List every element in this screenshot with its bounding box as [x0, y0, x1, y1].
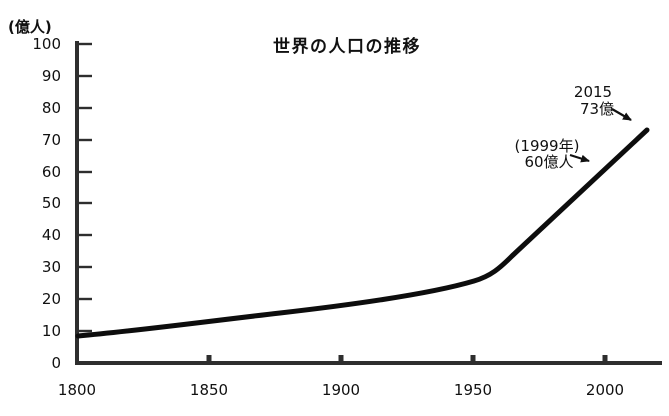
y-tick-label: 70	[42, 131, 61, 149]
annotation-1999-value: 60億人	[524, 153, 573, 171]
y-tick-marks	[79, 42, 92, 333]
chart-title: 世界の人口の推移	[273, 36, 421, 57]
y-tick-label: 0	[51, 354, 61, 372]
annotation-2015-value: 73億	[580, 100, 614, 118]
x-tick-marks	[206, 355, 608, 361]
y-tick-label: 50	[42, 194, 61, 212]
annotation-1999-year: (1999年)	[515, 137, 580, 155]
y-tick-label: 100	[32, 35, 61, 53]
y-tick-label: 90	[42, 67, 61, 85]
population-line	[75, 127, 650, 339]
x-tick-label: 1950	[454, 381, 492, 399]
x-tick-label: 1850	[190, 381, 228, 399]
x-tick-label: 2000	[586, 381, 624, 399]
y-tick-label: 10	[42, 322, 61, 340]
annotation-arrow-2015	[611, 108, 632, 121]
y-tick-label: 40	[42, 226, 61, 244]
y-axis-tick-labels: 100 90 80 70 60 50 40 30 20 10 0	[32, 35, 61, 372]
y-tick-label: 80	[42, 99, 61, 117]
annotation-2015-year: 2015	[574, 83, 612, 101]
annotation-arrow-1999	[569, 153, 590, 163]
y-tick-label: 60	[42, 163, 61, 181]
y-axis-unit-label: (億人)	[8, 18, 52, 36]
x-axis-tick-labels: 1800 1850 1900 1950 2000	[58, 381, 624, 399]
y-tick-label: 20	[42, 290, 61, 308]
y-tick-label: 30	[42, 258, 61, 276]
x-tick-label: 1800	[58, 381, 96, 399]
x-tick-label: 1900	[322, 381, 360, 399]
